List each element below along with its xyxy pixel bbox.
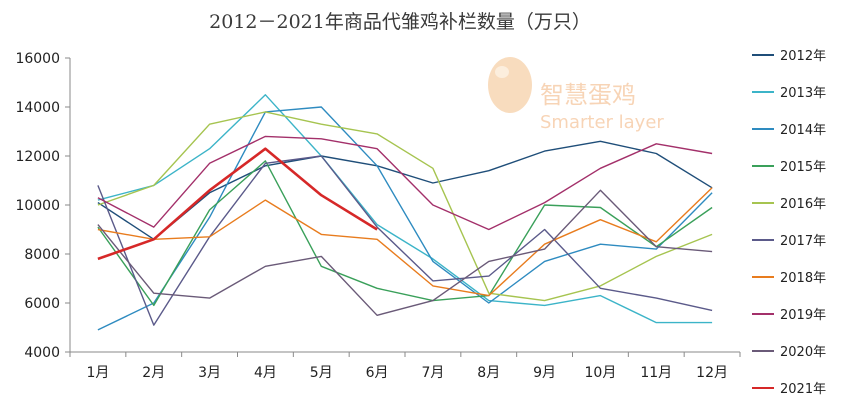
- y-tick-label: 10000: [15, 198, 60, 214]
- x-axis-ticks: 1月 2月 3月 4月 5月 6月 7月 8月 9月 10月 11月 12月: [69, 352, 741, 381]
- legend-label: 2015年: [780, 160, 826, 175]
- x-tick-label: 4月: [254, 365, 277, 381]
- legend-label: 2021年: [780, 382, 826, 397]
- y-tick-label: 6000: [24, 296, 60, 312]
- watermark-logo: 智慧蛋鸡 Smarter layer: [488, 57, 664, 133]
- legend-label: 2020年: [780, 345, 826, 360]
- legend-label: 2016年: [780, 197, 826, 212]
- chart-title: 2012－2021年商品代雏鸡补栏数量（万只）: [209, 11, 591, 33]
- x-tick-label: 6月: [366, 365, 389, 381]
- series-line: [97, 111, 713, 302]
- series-line: [97, 160, 713, 307]
- legend-label: 2017年: [780, 234, 826, 249]
- series-line: [97, 94, 713, 324]
- x-tick-label: 9月: [533, 365, 556, 381]
- x-tick-label: 7月: [421, 365, 444, 381]
- series-line: [97, 187, 713, 297]
- y-tick-label: 14000: [15, 100, 60, 116]
- y-tick-label: 16000: [15, 51, 60, 67]
- egg-logo-icon: [488, 57, 532, 113]
- y-tick-label: 12000: [15, 149, 60, 165]
- series-line: [97, 189, 713, 316]
- series-line: [97, 147, 378, 261]
- legend: 2012年 2013年 2014年 2015年 2016年 2017年 2018年 2019年…: [752, 49, 826, 397]
- series-lines: [97, 94, 713, 331]
- y-axis-ticks: 4000 6000 8000 10000 12000 14000 16000: [15, 51, 70, 361]
- x-tick-label: 3月: [198, 365, 221, 381]
- legend-label: 2012年: [780, 49, 826, 64]
- y-tick-label: 8000: [24, 247, 60, 263]
- legend-label: 2013年: [780, 86, 826, 101]
- egg-highlight-icon: [495, 66, 509, 78]
- legend-label: 2014年: [780, 123, 826, 138]
- legend-label: 2019年: [780, 308, 826, 323]
- x-tick-label: 8月: [477, 365, 500, 381]
- series-line: [97, 135, 713, 231]
- x-tick-label: 5月: [310, 365, 333, 381]
- x-tick-label: 11月: [640, 365, 672, 381]
- series-line: [97, 155, 713, 326]
- x-tick-label: 10月: [585, 365, 617, 381]
- legend-label: 2018年: [780, 271, 826, 286]
- series-line: [97, 106, 713, 331]
- watermark-brand: 智慧蛋鸡: [540, 81, 636, 109]
- x-tick-label: 12月: [696, 365, 728, 381]
- series-line: [97, 140, 713, 241]
- x-tick-label: 1月: [86, 365, 109, 381]
- watermark-subtitle: Smarter layer: [540, 112, 664, 133]
- x-tick-label: 2月: [142, 365, 165, 381]
- y-tick-label: 4000: [24, 345, 60, 361]
